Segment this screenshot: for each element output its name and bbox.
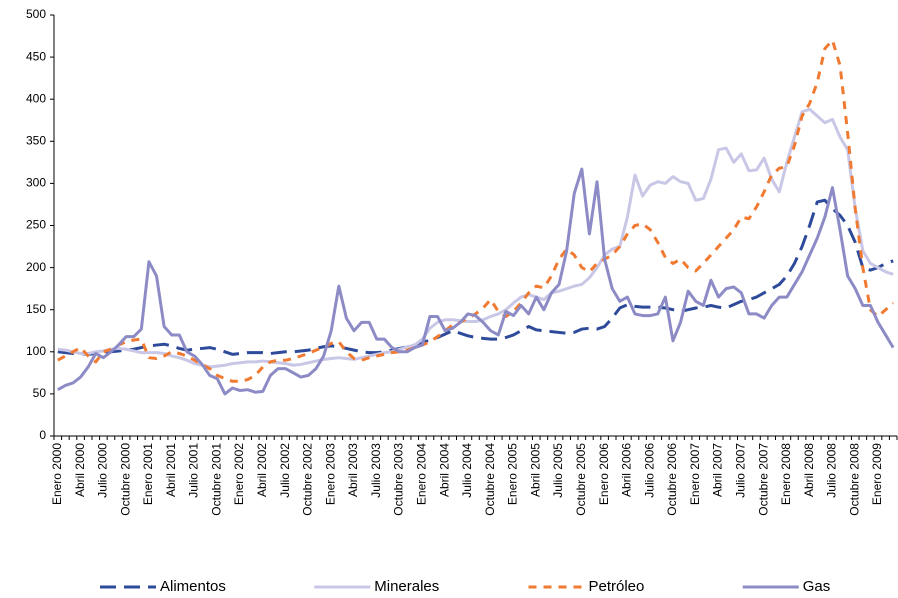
x-tick-label: Abril 2006: [620, 443, 634, 497]
x-tick-label: Octubre 2008: [847, 443, 861, 516]
y-tick-label: 0: [39, 428, 46, 442]
y-tick-label: 50: [33, 386, 47, 400]
x-tick-label: Octubre 2004: [483, 443, 497, 516]
x-tick-label: Abril 2007: [711, 443, 725, 497]
x-tick-label: Enero 2004: [415, 443, 429, 505]
x-tick-label: Enero 2005: [506, 443, 520, 505]
x-tick-label: Octubre 2001: [209, 443, 223, 516]
y-tick-label: 300: [26, 176, 46, 190]
y-tick-label: 150: [26, 302, 46, 316]
x-tick-label: Abril 2004: [437, 443, 451, 497]
x-tick-label: Julio 2005: [551, 443, 565, 498]
x-tick-label: Julio 2003: [369, 443, 383, 498]
x-tick-label: Enero 2001: [141, 443, 155, 505]
x-tick-label: Enero 2008: [779, 443, 793, 505]
legend-label: Minerales: [374, 578, 439, 595]
legend-label: Alimentos: [160, 578, 226, 595]
x-tick-label: Enero 2007: [688, 443, 702, 505]
legend: Alimentos Minerales Petróleo Gas: [100, 578, 830, 595]
x-tick-label: Octubre 2007: [756, 443, 770, 516]
y-tick-label: 250: [26, 218, 46, 232]
x-tick-label: Abril 2001: [164, 443, 178, 497]
series-line: [57, 38, 895, 383]
y-tick-label: 450: [26, 49, 46, 63]
x-tick-label: Julio 2002: [278, 443, 292, 498]
x-tick-label: Enero 2006: [597, 443, 611, 505]
x-tick-label: Enero 2009: [870, 443, 884, 505]
x-tick-label: Enero 2002: [232, 443, 246, 505]
x-tick-label: Abril 2003: [346, 443, 360, 497]
x-tick-label: Abril 2005: [528, 443, 542, 497]
x-tick-label: Abril 2008: [802, 443, 816, 497]
x-tick-label: Octubre 2006: [665, 443, 679, 516]
legend-label: Gas: [803, 578, 831, 595]
x-tick-label: Enero 2003: [323, 443, 337, 505]
series-line: [57, 107, 894, 369]
y-tick-label: 350: [26, 133, 46, 147]
x-tick-label: Octubre 2002: [301, 443, 315, 516]
x-tick-label: Octubre 2000: [118, 443, 132, 516]
x-tick-label: Julio 2006: [642, 443, 656, 498]
x-tick-label: Octubre 2005: [574, 443, 588, 516]
y-tick-label: 400: [26, 91, 46, 105]
y-tick-label: 100: [26, 344, 46, 358]
y-tick-label: 500: [26, 7, 46, 21]
series-line: [57, 167, 895, 396]
y-tick-label: 200: [26, 260, 46, 274]
x-tick-label: Julio 2000: [96, 443, 110, 498]
series-line: [57, 198, 894, 356]
x-tick-label: Abril 2000: [73, 443, 87, 497]
x-tick-label: Julio 2008: [825, 443, 839, 498]
x-tick-label: Julio 2001: [187, 443, 201, 498]
legend-label: Petróleo: [589, 578, 645, 595]
x-tick-label: Abril 2002: [255, 443, 269, 497]
x-tick-label: Julio 2004: [460, 443, 474, 498]
x-tick-label: Enero 2000: [50, 443, 64, 505]
x-tick-label: Octubre 2003: [392, 443, 406, 516]
x-tick-label: Julio 2007: [733, 443, 747, 498]
